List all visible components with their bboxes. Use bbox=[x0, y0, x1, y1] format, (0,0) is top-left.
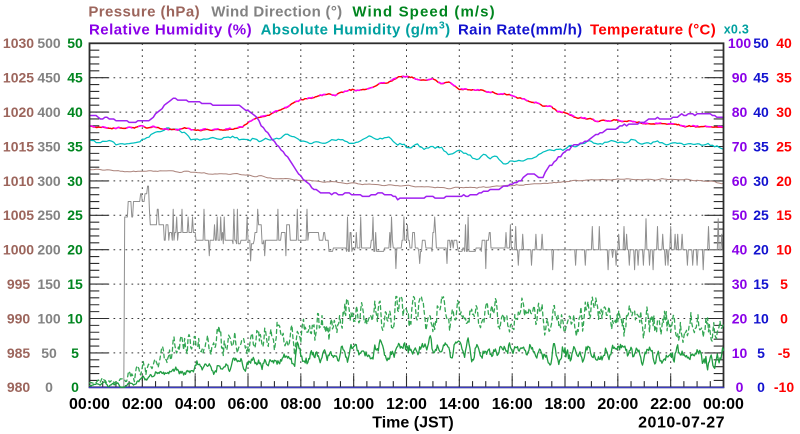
svg-text:04:00: 04:00 bbox=[175, 396, 216, 413]
svg-text:20: 20 bbox=[67, 242, 83, 258]
svg-text:35: 35 bbox=[753, 138, 769, 154]
svg-text:100: 100 bbox=[37, 310, 61, 326]
svg-text:0: 0 bbox=[45, 379, 53, 395]
svg-text:300: 300 bbox=[37, 173, 61, 189]
svg-text:10: 10 bbox=[732, 345, 748, 361]
svg-text:30: 30 bbox=[732, 276, 748, 292]
svg-text:40: 40 bbox=[753, 104, 769, 120]
svg-text:80: 80 bbox=[732, 104, 748, 120]
svg-text:70: 70 bbox=[732, 138, 748, 154]
svg-text:0: 0 bbox=[71, 379, 79, 395]
svg-text:00:00: 00:00 bbox=[69, 396, 110, 413]
svg-text:15: 15 bbox=[67, 276, 83, 292]
svg-text:Time (JST): Time (JST) bbox=[372, 415, 454, 432]
svg-text:Wind Direction (°): Wind Direction (°) bbox=[211, 4, 342, 21]
svg-text:12:00: 12:00 bbox=[386, 396, 427, 413]
svg-text:20: 20 bbox=[776, 173, 792, 189]
svg-text:2010-07-27: 2010-07-27 bbox=[638, 415, 725, 432]
svg-text:Wind Speed (m/s): Wind Speed (m/s) bbox=[352, 4, 495, 21]
svg-text:250: 250 bbox=[37, 207, 61, 223]
svg-text:06:00: 06:00 bbox=[228, 396, 269, 413]
svg-text:14:00: 14:00 bbox=[439, 396, 480, 413]
svg-text:Relative Humidity (%): Relative Humidity (%) bbox=[89, 21, 252, 38]
svg-text:60: 60 bbox=[732, 173, 748, 189]
svg-text:5: 5 bbox=[780, 276, 788, 292]
svg-text:10:00: 10:00 bbox=[333, 396, 374, 413]
svg-text:22:00: 22:00 bbox=[650, 396, 691, 413]
svg-text:02:00: 02:00 bbox=[122, 396, 163, 413]
svg-text:10: 10 bbox=[776, 242, 792, 258]
svg-text:20:00: 20:00 bbox=[597, 396, 638, 413]
svg-text:Pressure (hPa): Pressure (hPa) bbox=[88, 4, 200, 21]
svg-text:1020: 1020 bbox=[3, 104, 34, 120]
svg-text:x0.3: x0.3 bbox=[724, 23, 749, 37]
svg-text:40: 40 bbox=[776, 35, 792, 51]
svg-text:0: 0 bbox=[736, 379, 744, 395]
svg-text:350: 350 bbox=[37, 138, 61, 154]
svg-text:980: 980 bbox=[7, 379, 31, 395]
svg-text:00:00: 00:00 bbox=[703, 396, 744, 413]
svg-text:5: 5 bbox=[757, 345, 765, 361]
svg-text:10: 10 bbox=[753, 310, 769, 326]
svg-text:-5: -5 bbox=[778, 345, 791, 361]
svg-text:100: 100 bbox=[728, 35, 752, 51]
svg-text:1030: 1030 bbox=[3, 35, 34, 51]
svg-text:45: 45 bbox=[67, 70, 83, 86]
svg-text:150: 150 bbox=[37, 276, 61, 292]
svg-text:5: 5 bbox=[71, 345, 79, 361]
svg-text:35: 35 bbox=[776, 70, 792, 86]
svg-text:30: 30 bbox=[776, 104, 792, 120]
svg-text:1025: 1025 bbox=[3, 70, 34, 86]
svg-text:50: 50 bbox=[732, 207, 748, 223]
svg-text:08:00: 08:00 bbox=[280, 396, 321, 413]
svg-text:90: 90 bbox=[732, 70, 748, 86]
svg-text:35: 35 bbox=[67, 138, 83, 154]
svg-text:50: 50 bbox=[67, 35, 83, 51]
svg-text:Absolute Humidity (g/m3): Absolute Humidity (g/m3) bbox=[261, 19, 451, 38]
svg-text:30: 30 bbox=[67, 173, 83, 189]
svg-text:15: 15 bbox=[776, 207, 792, 223]
svg-text:Rain Rate(mm/h): Rain Rate(mm/h) bbox=[458, 21, 582, 38]
svg-text:400: 400 bbox=[37, 104, 61, 120]
svg-text:50: 50 bbox=[753, 35, 769, 51]
svg-text:0: 0 bbox=[757, 379, 765, 395]
svg-text:25: 25 bbox=[67, 207, 83, 223]
svg-text:10: 10 bbox=[67, 310, 83, 326]
svg-text:16:00: 16:00 bbox=[492, 396, 533, 413]
svg-text:200: 200 bbox=[37, 242, 61, 258]
svg-text:18:00: 18:00 bbox=[545, 396, 586, 413]
svg-text:15: 15 bbox=[753, 276, 769, 292]
svg-text:Temperature (°C): Temperature (°C) bbox=[590, 21, 716, 38]
svg-text:40: 40 bbox=[67, 104, 83, 120]
svg-text:1015: 1015 bbox=[3, 138, 34, 154]
svg-text:0: 0 bbox=[780, 310, 788, 326]
svg-text:1010: 1010 bbox=[3, 173, 34, 189]
svg-text:40: 40 bbox=[732, 242, 748, 258]
svg-text:20: 20 bbox=[732, 310, 748, 326]
svg-text:-10: -10 bbox=[774, 379, 794, 395]
svg-text:50: 50 bbox=[41, 345, 57, 361]
svg-text:25: 25 bbox=[776, 138, 792, 154]
svg-text:20: 20 bbox=[753, 242, 769, 258]
svg-text:500: 500 bbox=[37, 35, 61, 51]
svg-text:45: 45 bbox=[753, 70, 769, 86]
svg-text:1000: 1000 bbox=[3, 242, 34, 258]
svg-text:985: 985 bbox=[7, 345, 31, 361]
svg-text:25: 25 bbox=[753, 207, 769, 223]
svg-text:30: 30 bbox=[753, 173, 769, 189]
svg-text:990: 990 bbox=[7, 310, 31, 326]
svg-text:1005: 1005 bbox=[3, 207, 34, 223]
svg-text:450: 450 bbox=[37, 70, 61, 86]
svg-text:995: 995 bbox=[7, 276, 31, 292]
